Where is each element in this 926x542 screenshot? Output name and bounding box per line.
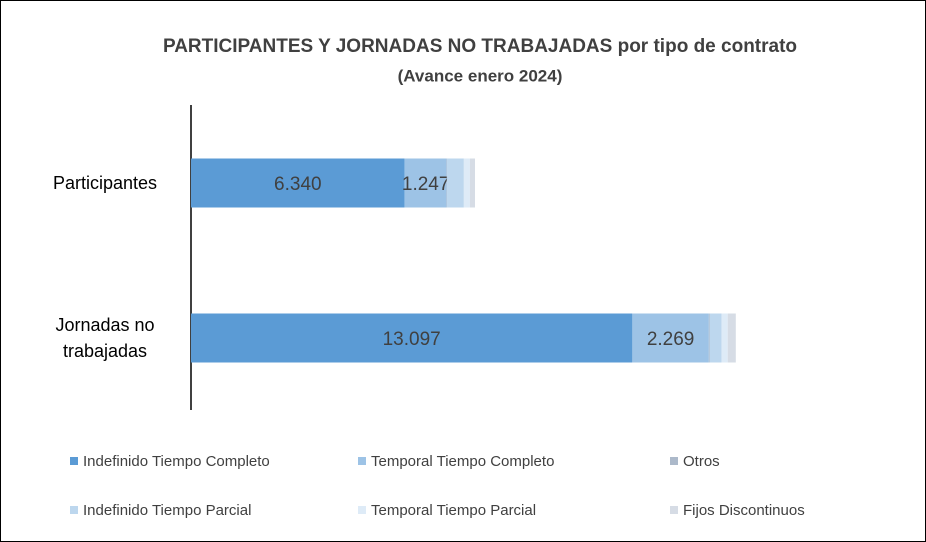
chart-title: PARTICIPANTES Y JORNADAS NO TRABAJADAS p…	[163, 36, 797, 57]
y-tick-label: Participantes	[52, 173, 158, 193]
legend-swatch	[358, 506, 366, 514]
bar-segment	[708, 313, 710, 363]
legend-label: Fijos Discontinuos	[683, 502, 805, 519]
data-label: 1.247	[402, 174, 450, 195]
legend-label: Otros	[683, 453, 720, 470]
legend-swatch	[670, 457, 678, 465]
legend-swatch	[358, 457, 366, 465]
bar-segment	[191, 313, 633, 363]
legend-label: Temporal Tiempo Parcial	[371, 502, 536, 519]
bar-segment	[721, 313, 728, 363]
data-label: 6.340	[274, 174, 322, 195]
bar-segment	[463, 158, 470, 208]
legend-swatch	[70, 506, 78, 514]
legend-swatch	[70, 457, 78, 465]
y-tick-label: Jornadas no trabajadas	[55, 315, 155, 361]
bar-segment	[404, 158, 447, 208]
data-label: 2.269	[647, 329, 695, 350]
data-label: 13.097	[383, 329, 441, 350]
bar-segment	[469, 158, 475, 208]
chart-subtitle: (Avance enero 2024)	[398, 66, 563, 85]
legend-label: Temporal Tiempo Completo	[371, 453, 554, 470]
bar-segment	[632, 313, 709, 363]
legend-label: Indefinido Tiempo Completo	[83, 453, 270, 470]
bar-segment	[727, 313, 736, 363]
bar-segment	[191, 158, 405, 208]
bar-segment	[447, 158, 464, 208]
legend-swatch	[670, 506, 678, 514]
bar-segment	[709, 313, 722, 363]
legend-label: Indefinido Tiempo Parcial	[83, 502, 251, 519]
